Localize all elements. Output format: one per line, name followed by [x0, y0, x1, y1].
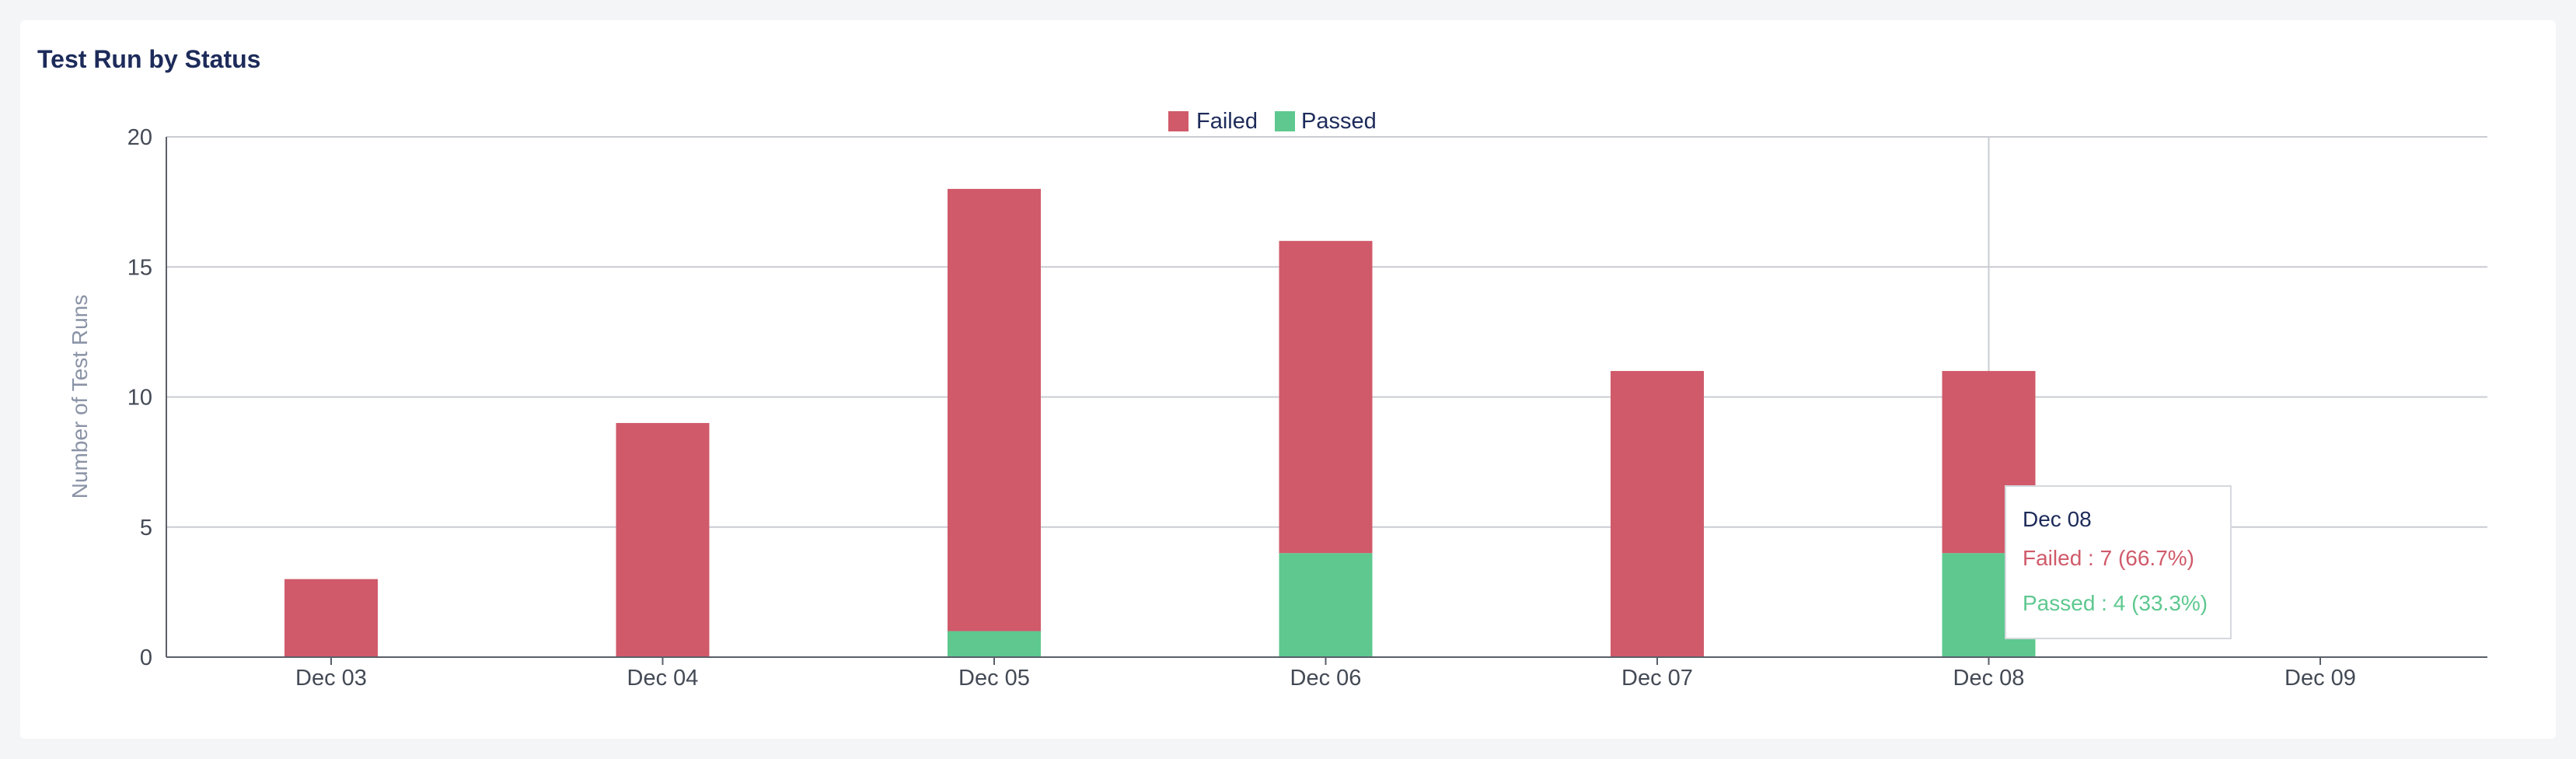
x-tick-label: Dec 03 — [295, 666, 367, 691]
x-tick-label: Dec 06 — [1290, 666, 1362, 691]
chart-title: Test Run by Status — [37, 45, 261, 73]
bar-failed-dec-04[interactable] — [616, 422, 710, 657]
x-tick-label: Dec 08 — [1953, 666, 2025, 691]
legend-swatch-failed[interactable] — [1168, 111, 1189, 131]
y-tick-label: 15 — [127, 255, 152, 280]
axes: 0 5 10 15 20 Dec 03 Dec 04 Dec 05 Dec 06 Dec 07 De… — [127, 125, 2487, 691]
y-tick-label: 0 — [140, 645, 152, 670]
y-tick-label: 20 — [127, 125, 152, 150]
legend-swatch-passed[interactable] — [1275, 111, 1295, 131]
bar-failed-dec-07[interactable] — [1611, 371, 1704, 657]
bars — [284, 188, 2036, 657]
bar-failed-dec-05[interactable] — [948, 188, 1041, 631]
legend-label-passed[interactable]: Passed — [1301, 109, 1377, 134]
x-tick-label: Dec 05 — [958, 666, 1030, 691]
y-axis-label: Number of Test Runs — [68, 295, 92, 499]
x-tick-label: Dec 04 — [627, 666, 699, 691]
y-tick-label: 5 — [140, 516, 152, 540]
chart-tooltip: Dec 08 Failed : 7 (66.7%) Passed : 4 (33… — [2005, 485, 2232, 639]
tooltip-failed-row: Failed : 7 (66.7%) — [2023, 546, 2194, 570]
bar-passed-dec-06[interactable] — [1279, 553, 1373, 657]
bar-passed-dec-05[interactable] — [948, 631, 1041, 657]
x-tick-label: Dec 07 — [1621, 666, 1693, 691]
tooltip-passed-row: Passed : 4 (33.3%) — [2023, 591, 2208, 615]
legend-label-failed[interactable]: Failed — [1196, 109, 1258, 134]
y-tick-label: 10 — [127, 386, 152, 411]
tooltip-title: Dec 08 — [2023, 507, 2092, 531]
legend: Failed Passed — [1168, 109, 1377, 134]
x-tick-label: Dec 09 — [2285, 666, 2356, 691]
bar-failed-dec-03[interactable] — [284, 579, 378, 657]
bar-failed-dec-06[interactable] — [1279, 240, 1373, 554]
